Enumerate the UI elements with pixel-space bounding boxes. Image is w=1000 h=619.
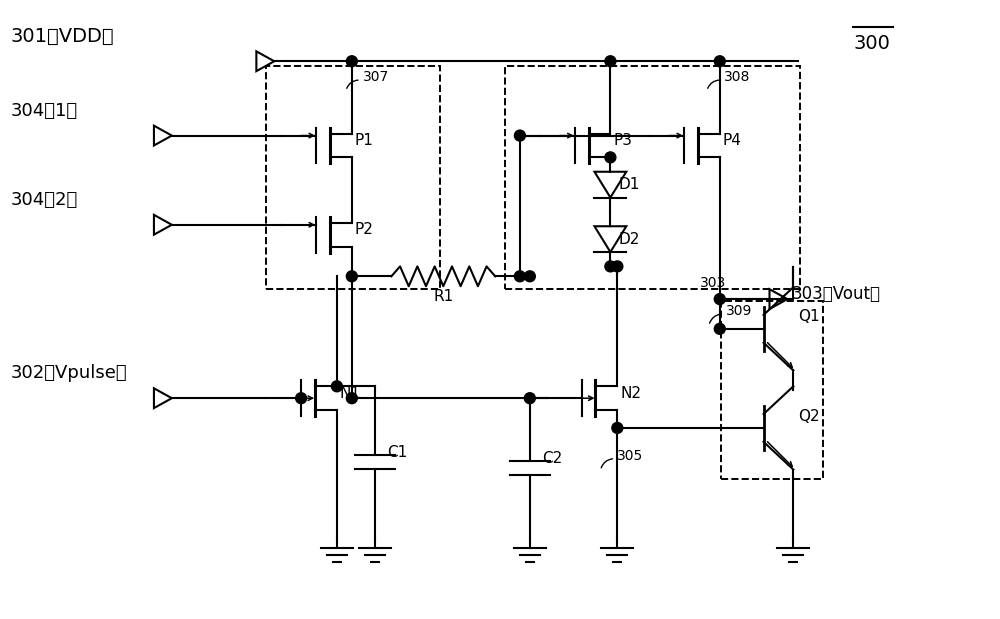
Circle shape	[714, 56, 725, 67]
Text: Q1: Q1	[798, 310, 820, 324]
Circle shape	[612, 261, 623, 272]
Text: 307: 307	[363, 70, 389, 84]
Circle shape	[346, 271, 357, 282]
Text: 304（1）: 304（1）	[11, 102, 78, 120]
Circle shape	[331, 381, 342, 392]
Text: C2: C2	[542, 451, 562, 465]
Circle shape	[514, 271, 525, 282]
Text: 300: 300	[853, 34, 890, 53]
Text: 305: 305	[617, 449, 644, 462]
Circle shape	[605, 56, 616, 67]
Circle shape	[714, 293, 725, 305]
Circle shape	[605, 152, 616, 163]
Text: D1: D1	[618, 177, 640, 192]
Circle shape	[346, 392, 357, 404]
Text: P1: P1	[355, 133, 374, 148]
Text: 309: 309	[726, 304, 752, 318]
Circle shape	[346, 56, 357, 67]
Circle shape	[514, 130, 525, 141]
Circle shape	[714, 323, 725, 334]
Text: 308: 308	[724, 70, 750, 84]
Text: 301（VDD）: 301（VDD）	[11, 27, 114, 46]
Circle shape	[296, 392, 307, 404]
Bar	[266, 66, 440, 289]
Text: N2: N2	[620, 386, 641, 400]
Text: 303: 303	[700, 276, 726, 290]
Text: 302（Vpulse）: 302（Vpulse）	[11, 365, 127, 383]
Circle shape	[612, 423, 623, 433]
Text: D2: D2	[618, 232, 640, 246]
Bar	[505, 66, 800, 289]
Text: N1: N1	[340, 386, 361, 400]
Text: R1: R1	[433, 288, 454, 304]
Text: 304（2）: 304（2）	[11, 191, 78, 209]
Text: P3: P3	[613, 133, 632, 148]
Circle shape	[605, 261, 616, 272]
Circle shape	[524, 271, 535, 282]
Text: C1: C1	[387, 444, 407, 460]
Text: P4: P4	[723, 133, 742, 148]
Circle shape	[524, 392, 535, 404]
Text: P2: P2	[355, 222, 374, 237]
Bar	[721, 301, 823, 480]
Text: 303（Vout）: 303（Vout）	[791, 285, 880, 303]
Text: Q2: Q2	[798, 409, 820, 423]
